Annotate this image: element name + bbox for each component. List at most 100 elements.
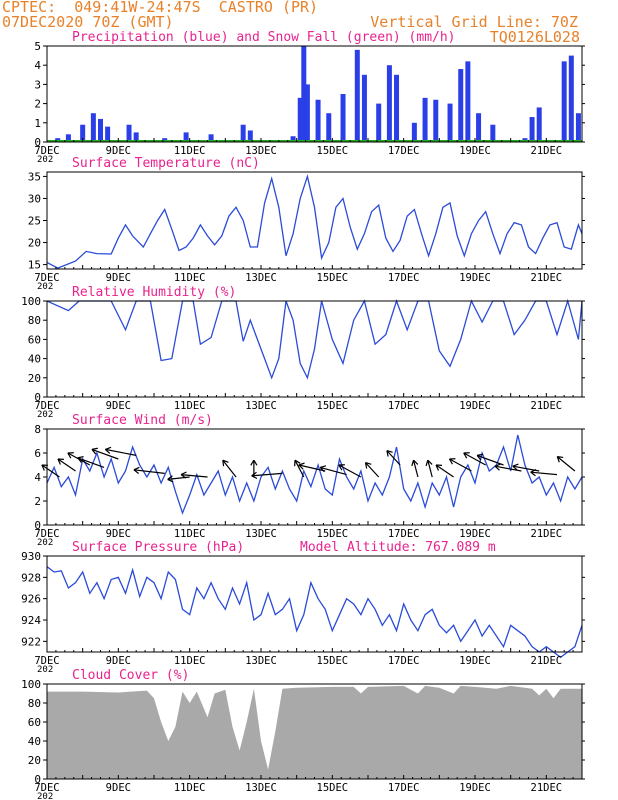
cloud-xtick-label: 9DEC [106,782,131,794]
wind-arrow [105,448,137,456]
cloud-year-label: 202 [37,792,53,800]
precip-title: Precipitation (blue) and Snow Fall (gree… [72,30,456,45]
wind-arrow [338,464,362,478]
precip-bar [340,94,346,142]
precip-bar [361,74,367,142]
wind-arrowhead [294,459,301,467]
wind-arrowhead [250,459,258,466]
precip-bar [465,61,471,142]
temp-xtick-label: 17DEC [388,272,420,284]
temp-xtick-label: 19DEC [459,272,491,284]
wind-arrowhead [425,459,433,467]
wind-series-line [46,434,583,515]
precip-bar [297,97,303,142]
rh-year-label: 202 [37,410,53,420]
wind-arrow [320,466,347,476]
wind-xtick-label: 15DEC [317,528,349,540]
wind-arrow [412,460,419,478]
precip-bar [240,124,246,142]
pressure-ytick-label: 928 [21,571,41,584]
wind-arrowhead [67,452,74,459]
precip-bar [90,113,96,142]
wind-ytick-label: 0 [34,519,41,532]
precip-bar [411,122,417,142]
precip-bar [65,134,71,142]
temp-ytick-label: 30 [28,192,41,205]
cloud-ytick-label: 60 [28,716,41,729]
precip-xtick-label: 15DEC [317,145,349,157]
pressure-xtick-label: 13DEC [245,655,277,667]
wind-arrowhead [338,464,345,471]
wind-arrowhead [133,466,140,474]
cloud-xtick-label: 17DEC [388,782,420,794]
wind-arrow [449,458,472,472]
temp-frame [46,171,583,270]
precip-xtick-label: 9DEC [106,145,131,157]
wind-arrow [77,457,105,468]
precip-ytick-label: 5 [34,40,41,53]
precip-xtick-label: 13DEC [245,145,277,157]
wind-arrowhead [411,459,419,467]
wind-arrow [365,462,380,478]
pressure-ytick-label: 924 [21,614,41,627]
precip-bar [290,136,296,142]
precip-bar [301,46,307,142]
precip-bar [247,130,253,142]
wind-ytick-label: 6 [34,447,41,460]
rh-ytick-label: 80 [28,314,41,327]
wind-arrowhead [57,458,64,465]
wind-arrowhead [91,447,98,455]
pressure-xtick-label: 15DEC [317,655,349,667]
pressure-ytick-label: 922 [21,635,41,648]
precip-xtick-label: 21DEC [531,145,563,157]
cloud-title: Cloud Cover (%) [72,668,189,683]
pressure-ytick-label: 930 [21,550,41,563]
wind-arrow [427,460,433,478]
precip-bar [458,69,464,142]
wind-arrowhead [448,458,456,465]
temp-title: Surface Temperature (nC) [72,156,260,171]
wind-arrow [167,476,190,480]
rh-xtick-label: 21DEC [531,400,563,412]
wind-arrow [386,450,401,466]
temp-xtick-label: 9DEC [106,272,131,284]
rh-xtick-label: 17DEC [388,400,420,412]
precip-year-label: 202 [37,155,53,165]
cloud-ytick-label: 80 [28,697,41,710]
wind-xtick-label: 21DEC [531,528,563,540]
wind-ytick-label: 8 [34,423,41,436]
wind-arrowhead [251,471,258,480]
pressure-xtick-label: 19DEC [459,655,491,667]
wind-arrowhead [386,450,393,457]
precip-bar [561,61,567,142]
wind-xtick-label: 19DEC [459,528,491,540]
cloud-xtick-label: 21DEC [531,782,563,794]
wind-xtick-label: 13DEC [245,528,277,540]
wind-arrowhead [104,446,112,454]
rh-xtick-label: 13DEC [245,400,277,412]
precip-bar [98,118,103,142]
precip-ytick-label: 1 [34,117,41,130]
cloud-ytick-label: 20 [28,754,41,767]
rh-ytick-label: 100 [21,295,41,308]
wind-arrow [463,452,486,466]
temp-series-line [46,173,583,269]
precip-bar [133,132,139,142]
wind-arrow [133,469,165,474]
precip-bar [304,84,310,142]
run-timestamp: 07DEC2020 70Z (GMT) [2,13,174,31]
wind-arrow [435,464,454,478]
precip-bar [536,107,542,142]
precip-bar [422,97,428,142]
temp-xtick-label: 21DEC [531,272,563,284]
precip-bar [80,124,86,142]
cloud-xtick-label: 15DEC [317,782,349,794]
rh-series-line [46,298,583,380]
rh-ytick-label: 60 [28,333,41,346]
station-header: CPTEC: 049:41W-24:47S CASTRO (PR) [2,0,319,16]
temp-ytick-label: 15 [28,259,41,272]
cloud-ytick-label: 100 [21,678,41,691]
cloud-xtick-label: 13DEC [245,782,277,794]
wind-arrowhead [556,456,564,463]
precip-bar [376,103,382,142]
